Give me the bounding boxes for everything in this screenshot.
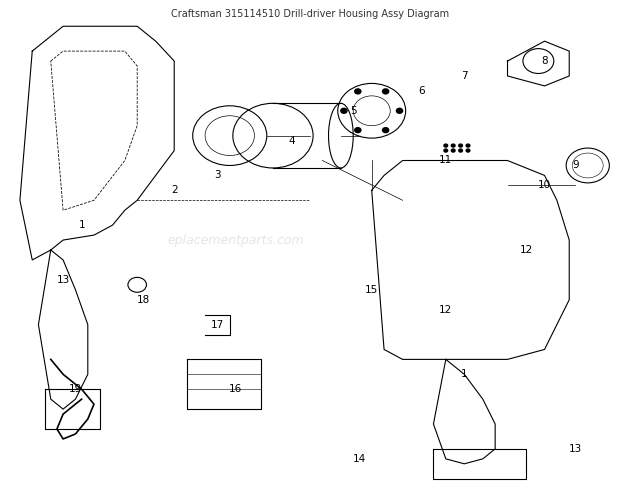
Text: 13: 13	[56, 275, 69, 285]
Text: 17: 17	[211, 320, 224, 330]
Text: 4: 4	[288, 136, 294, 145]
Circle shape	[396, 108, 402, 114]
Circle shape	[444, 144, 448, 147]
Circle shape	[383, 89, 389, 94]
Text: 14: 14	[353, 454, 366, 464]
Text: 1: 1	[461, 370, 467, 380]
Circle shape	[444, 149, 448, 152]
Text: 6: 6	[418, 86, 425, 96]
Text: 12: 12	[520, 245, 533, 255]
Text: Craftsman 315114510 Drill-driver Housing Assy Diagram: Craftsman 315114510 Drill-driver Housing…	[171, 9, 449, 19]
Text: 1: 1	[78, 220, 85, 230]
Circle shape	[341, 108, 347, 114]
Circle shape	[355, 89, 361, 94]
Circle shape	[383, 128, 389, 132]
Text: 2: 2	[171, 186, 177, 196]
Circle shape	[355, 128, 361, 132]
Circle shape	[451, 144, 455, 147]
Text: 3: 3	[214, 170, 221, 180]
Circle shape	[451, 149, 455, 152]
Text: 18: 18	[137, 294, 150, 304]
Text: 8: 8	[541, 56, 548, 66]
Text: 7: 7	[461, 71, 467, 81]
Text: 13: 13	[569, 444, 582, 454]
Text: eplacementparts.com: eplacementparts.com	[167, 234, 304, 246]
Text: 9: 9	[572, 160, 578, 170]
Text: 10: 10	[538, 180, 551, 190]
Text: 5: 5	[350, 106, 356, 116]
Circle shape	[466, 149, 470, 152]
Text: 12: 12	[439, 304, 453, 314]
Text: 15: 15	[365, 285, 378, 295]
Circle shape	[466, 144, 470, 147]
Circle shape	[459, 149, 463, 152]
Text: 19: 19	[69, 384, 82, 394]
Text: 16: 16	[229, 384, 242, 394]
Circle shape	[459, 144, 463, 147]
Text: 11: 11	[439, 156, 453, 166]
